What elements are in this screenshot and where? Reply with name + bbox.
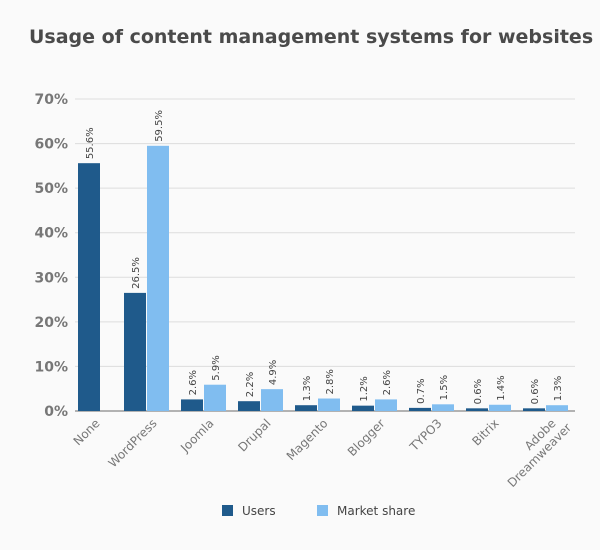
y-tick-label: 10% xyxy=(34,359,68,375)
bar-market-share xyxy=(546,405,568,411)
bar-market-share xyxy=(432,404,454,411)
bar-market-share xyxy=(261,389,283,411)
legend-label: Market share xyxy=(337,504,415,518)
data-label: 59.5% xyxy=(154,110,165,142)
data-label: 26.5% xyxy=(131,257,142,289)
data-label: 1.3% xyxy=(553,376,564,401)
chart-title: Usage of content management systems for … xyxy=(29,26,594,48)
y-tick-label: 60% xyxy=(34,137,68,153)
data-label: 1.4% xyxy=(496,375,507,400)
bar-users xyxy=(181,399,203,411)
bar-users xyxy=(409,407,431,411)
data-label: 5.9% xyxy=(211,355,222,380)
bar-users xyxy=(78,163,100,411)
data-label: 55.6% xyxy=(85,127,96,159)
x-tick-label: WordPress xyxy=(106,416,160,470)
data-label: 1.3% xyxy=(302,376,313,401)
y-tick-label: 20% xyxy=(34,315,68,331)
y-tick-label: 70% xyxy=(34,92,68,108)
x-tick-label: Drupal xyxy=(235,416,273,454)
x-tick-label: None xyxy=(71,416,103,448)
bar-users xyxy=(295,405,317,411)
y-tick-label: 0% xyxy=(44,404,68,420)
y-tick-label: 30% xyxy=(34,270,68,286)
x-tick-label: Bitrix xyxy=(469,416,501,448)
x-tick-label: TYPO3 xyxy=(406,416,444,454)
legend-swatch xyxy=(222,505,233,516)
bar-market-share xyxy=(489,404,511,411)
data-label: 0.6% xyxy=(473,379,484,404)
data-label: 2.2% xyxy=(245,372,256,397)
legend-label: Users xyxy=(242,504,276,518)
y-tick-label: 40% xyxy=(34,226,68,242)
bar-market-share xyxy=(318,398,340,411)
data-label: 0.6% xyxy=(530,379,541,404)
x-tick-label: Blogger xyxy=(345,416,388,459)
legend-swatch xyxy=(317,505,328,516)
data-label: 2.6% xyxy=(382,370,393,395)
bar-users xyxy=(238,401,260,411)
data-label: 2.6% xyxy=(188,370,199,395)
bar-market-share xyxy=(147,145,169,412)
data-label: 1.2% xyxy=(359,376,370,401)
x-tick-label: Joomla xyxy=(177,416,216,455)
y-tick-label: 50% xyxy=(34,181,68,197)
x-tick-label: AdobeDreamweaver xyxy=(495,411,574,490)
x-tick-label: Magento xyxy=(284,416,331,463)
bar-users xyxy=(466,408,488,411)
data-label: 2.8% xyxy=(325,369,336,394)
bar-users xyxy=(352,405,374,411)
bar-users xyxy=(523,408,545,411)
data-label: 4.9% xyxy=(268,360,279,385)
data-label: 1.5% xyxy=(439,375,450,400)
bar-market-share xyxy=(204,384,226,411)
bar-market-share xyxy=(375,399,397,411)
bar-users xyxy=(124,292,146,411)
data-label: 0.7% xyxy=(416,378,427,403)
